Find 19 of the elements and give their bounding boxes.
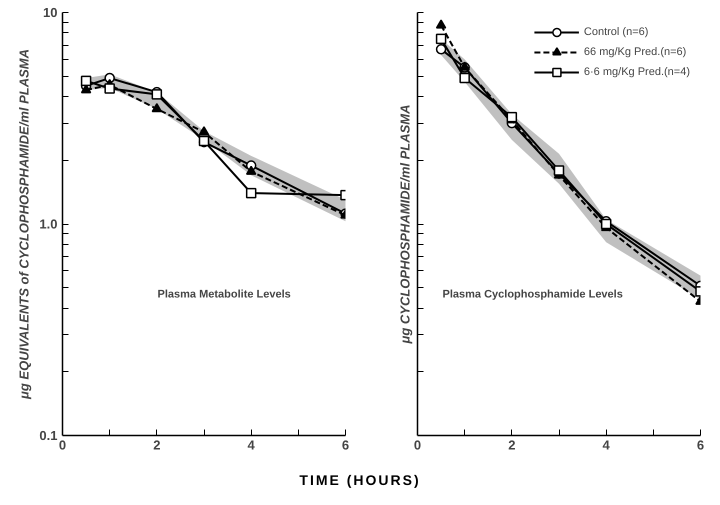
legend-label: 6·6 mg/Kg Pred.(n=4) (584, 65, 690, 79)
x-axis-title: TIME (HOURS) (299, 471, 421, 490)
x-tick-label: 6 (696, 438, 704, 452)
legend-label: Control (n=6) (584, 25, 648, 39)
x-tick-label: 0 (414, 438, 422, 452)
y-axis-title: μg EQUIVALENTS of CYCLOPHOSPHAMIDE/ml PLASMA (16, 49, 32, 400)
x-tick-label: 4 (602, 438, 611, 452)
y-tick-label: 0.1 (39, 428, 58, 443)
x-tick-label: 6 (342, 438, 350, 452)
annotation: Plasma Cyclophosphamide Levels (442, 288, 623, 300)
annotation: Plasma Metabolite Levels (158, 288, 291, 300)
y-tick-label: 10 (43, 5, 58, 20)
y-axis-title: μg CYCLOPHOSPHAMIDE/ml PLASMA (398, 104, 412, 344)
x-tick-label: 2 (153, 438, 160, 452)
legend-label: 66 mg/Kg Pred.(n=6) (584, 45, 686, 59)
y-tick-label: 1.0 (39, 216, 58, 232)
x-tick-label: 0 (58, 438, 66, 452)
x-tick-label: 2 (508, 438, 516, 452)
x-tick-label: 4 (248, 438, 256, 452)
